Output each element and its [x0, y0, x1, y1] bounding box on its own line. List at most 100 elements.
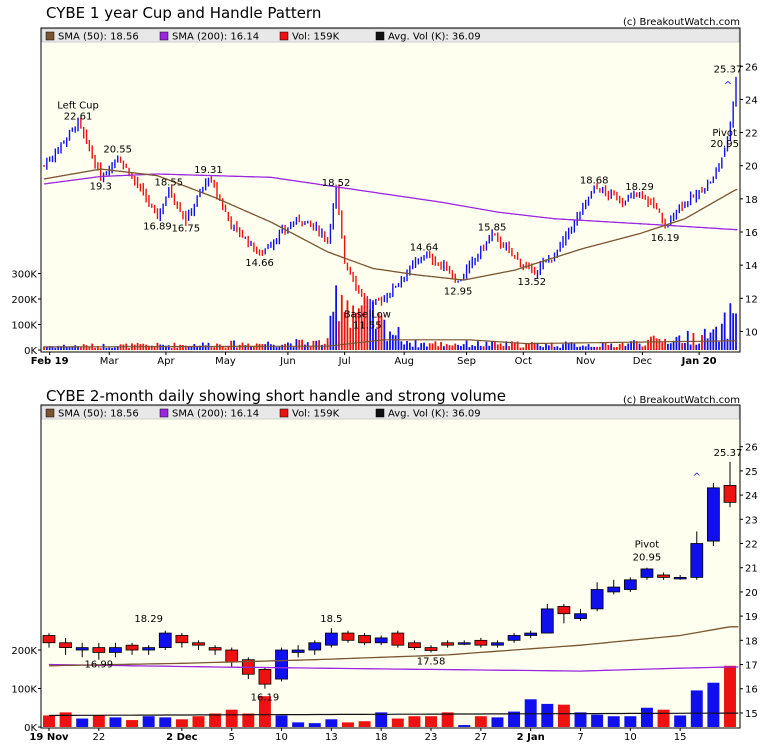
vol-tick-label: 100K — [11, 321, 37, 332]
candle-body — [374, 637, 388, 644]
y-tick-label: 24 — [745, 95, 758, 106]
volume-bar — [233, 340, 235, 350]
candle-body — [557, 606, 571, 615]
annotation-label: 19.3 — [90, 181, 112, 192]
volume-bar — [712, 329, 715, 350]
x-tick-label: Nov — [576, 356, 596, 367]
volume-bar — [672, 340, 675, 350]
volume-bar — [468, 347, 471, 350]
volume-bar — [71, 346, 74, 350]
candle-body — [590, 589, 604, 610]
volume-bar — [116, 346, 119, 350]
vol-tick-label: 0K — [24, 723, 37, 734]
volume-bar — [723, 312, 726, 350]
volume-bar — [281, 344, 284, 350]
volume-bar — [718, 341, 720, 350]
candle-body — [491, 642, 504, 646]
volume-bar — [491, 340, 493, 350]
volume-bar — [408, 716, 421, 727]
x-tick-label: 2 Dec — [166, 732, 198, 743]
candle-body — [391, 632, 405, 646]
volume-bar — [153, 347, 156, 350]
x-tick-label: 19 Nov — [29, 732, 69, 743]
volume-bar — [508, 711, 521, 727]
volume-bar — [406, 340, 408, 350]
annotation-label: 18.52 — [322, 178, 351, 189]
volume-bar — [292, 347, 295, 350]
candle-body — [540, 608, 554, 634]
candle-body — [441, 642, 455, 646]
sma50-line — [48, 626, 739, 667]
volume-bar — [703, 328, 706, 350]
volume-bar — [613, 347, 615, 350]
volume-bar — [309, 346, 312, 350]
volume-bar — [315, 340, 318, 350]
legend-bar — [41, 28, 740, 43]
volume-bar — [360, 305, 363, 350]
volume-bar — [573, 343, 576, 350]
volume-bar — [610, 343, 613, 350]
volume-bar — [272, 344, 275, 350]
volume-bar — [564, 341, 567, 350]
volume-bar — [732, 313, 735, 350]
volume-bar — [640, 707, 653, 727]
annotation-label: 18.29 — [134, 614, 163, 625]
legend-bar — [41, 405, 740, 420]
volume-bar — [261, 344, 264, 350]
volume-bar — [142, 716, 155, 727]
volume-bar — [298, 339, 301, 350]
volume-bar — [190, 346, 193, 350]
y-tick-label: 18 — [745, 195, 758, 206]
volume-bar — [340, 294, 343, 350]
volume-bar — [187, 346, 190, 350]
candle-body — [308, 642, 322, 651]
volume-bar — [596, 346, 598, 350]
volume-bar — [363, 297, 366, 350]
volume-bar — [587, 344, 590, 350]
annotation-label: ^ — [724, 81, 732, 92]
annotation-label: 14.64 — [410, 243, 439, 254]
y-tick-label: 20 — [745, 162, 758, 173]
volume-bar — [411, 346, 414, 350]
legend-swatch — [45, 31, 55, 41]
y-tick-label: 10 — [745, 327, 758, 338]
candle-body — [607, 586, 621, 593]
volume-bar — [607, 716, 620, 727]
legend-label: Avg. Vol (K): 36.09 — [388, 409, 481, 420]
volume-bar — [225, 709, 238, 727]
vol-tick-label: 200K — [11, 646, 37, 657]
y-tick-label: 12 — [745, 294, 758, 305]
legend-swatch — [279, 31, 289, 41]
annotation-label: 17.58 — [417, 656, 446, 667]
volume-bar — [635, 341, 638, 350]
volume-bar — [380, 315, 383, 350]
annotation-label: Pivot — [635, 540, 660, 551]
volume-bar — [457, 344, 459, 350]
volume-bar — [574, 712, 587, 727]
volume-bar — [661, 342, 664, 350]
x-tick-label: Apr — [157, 356, 175, 367]
volume-bar — [615, 347, 618, 350]
volume-bar — [641, 346, 644, 350]
volume-bar — [454, 343, 457, 350]
y-tick-label: 18 — [745, 636, 758, 647]
volume-bar — [669, 343, 672, 350]
volume-bar — [715, 326, 718, 350]
volume-bar — [545, 343, 547, 350]
x-tick-label: Jan 20 — [681, 356, 717, 367]
annotation-label: 18.29 — [625, 182, 654, 193]
volume-bar — [735, 313, 737, 350]
volume-bar — [176, 347, 179, 350]
x-tick-label: Feb 19 — [31, 356, 69, 367]
volume-bar — [114, 347, 116, 350]
volume-bar — [275, 347, 278, 350]
volume-bar — [325, 719, 338, 727]
volume-bar — [343, 312, 346, 350]
volume-bar — [451, 345, 454, 350]
legend-swatch — [45, 408, 55, 418]
volume-bar — [604, 341, 607, 350]
x-tick-label: May — [215, 356, 236, 367]
volume-bar — [530, 342, 533, 350]
volume-bar — [335, 285, 338, 350]
volume-bar — [417, 347, 420, 350]
